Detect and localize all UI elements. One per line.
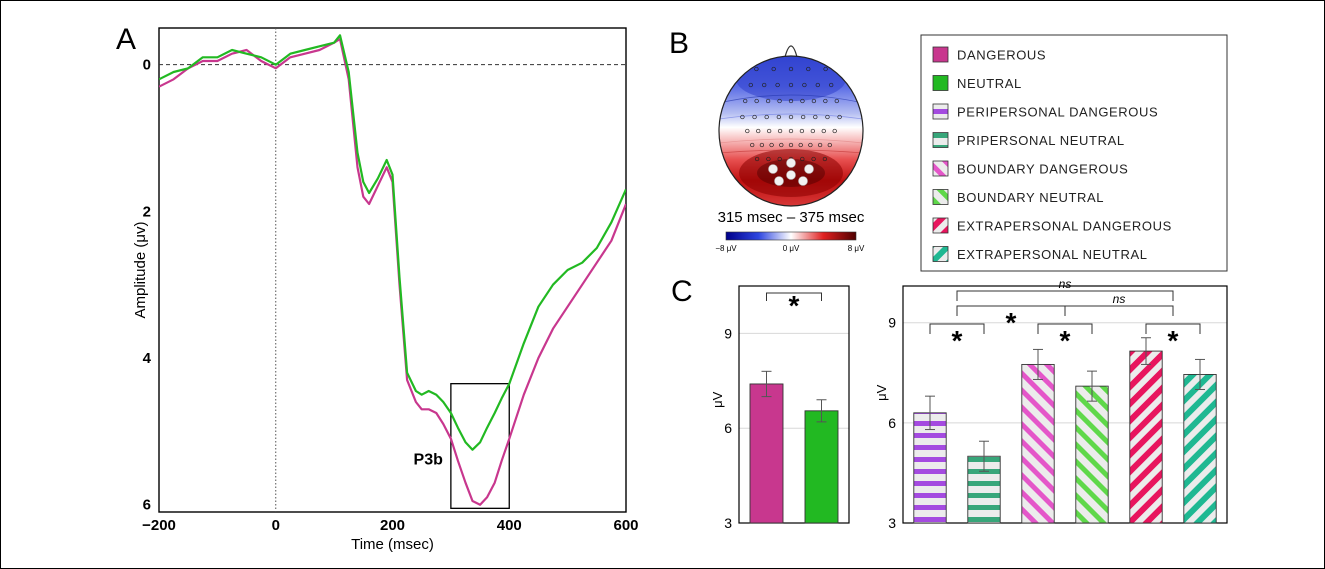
series-line-dangerous (159, 39, 626, 505)
y-tick-label: 6 (143, 497, 151, 514)
highlighted-electrode (787, 171, 796, 180)
bar (1130, 351, 1162, 523)
panel-b: B 315 msec – 375 msec −8 μV (669, 27, 866, 253)
significance-label: * (789, 290, 800, 321)
significance-label: * (952, 325, 963, 356)
significance-label: * (1006, 307, 1017, 338)
legend-label: EXTRAPERSONAL NEUTRAL (957, 247, 1148, 262)
legend-label: BOUNDARY DANGEROUS (957, 162, 1128, 177)
p3b-label: P3b (414, 451, 444, 468)
legend-swatch (933, 76, 948, 91)
legend-swatch (933, 161, 948, 176)
significance-bracket (1065, 306, 1173, 316)
y-tick-label: 3 (888, 515, 896, 531)
bar (1184, 374, 1216, 523)
y-tick-label: 4 (143, 350, 152, 367)
panel-a: A −200 0 200 400 600 2 4 6 0 Time (msec) Amplitude… (116, 23, 639, 553)
legend-swatch (933, 190, 948, 205)
x-tick-label: 400 (497, 517, 522, 534)
legend-swatch (933, 47, 948, 62)
y-axis-label: μV (874, 384, 889, 400)
erp-chart: −200 0 200 400 600 2 4 6 0 Time (msec) Amplitude (… (132, 28, 639, 553)
topomap-colorbar (726, 232, 856, 240)
highlighted-electrode (787, 159, 796, 168)
legend-label: DANGEROUS (957, 48, 1046, 63)
legend-label: PRIPERSONAL NEUTRAL (957, 133, 1125, 148)
colorbar-tick-max: 8 μV (848, 244, 865, 253)
legend-box (921, 35, 1227, 271)
highlighted-electrode (805, 165, 814, 174)
panel-label-c: C (671, 275, 693, 308)
legend-label: BOUNDARY NEUTRAL (957, 190, 1104, 205)
y-tick-label: 6 (724, 420, 732, 436)
panel-c: C 3 6 9 μV * 3 6 9 μV * * * * ns ns (671, 275, 1227, 531)
x-axis-label: Time (msec) (351, 536, 434, 553)
legend-label: NEUTRAL (957, 76, 1022, 91)
nose-marker (785, 46, 797, 57)
x-tick-label: 200 (380, 517, 405, 534)
y-tick-label: 3 (724, 515, 732, 531)
bar-chart-spatial-conditions: 3 6 9 μV * * * * ns ns (874, 277, 1227, 531)
legend-swatch (933, 218, 948, 233)
legend-swatch (933, 247, 948, 262)
legend-swatch (933, 133, 948, 148)
legend-swatch (933, 104, 948, 119)
zero-label: 0 (143, 57, 151, 74)
bar (750, 384, 783, 523)
significance-label: ns (1113, 292, 1126, 306)
plot-frame (903, 286, 1227, 523)
bar-chart-main-effect: 3 6 9 μV * (710, 286, 849, 531)
series-line-neutral (159, 35, 626, 449)
legend-label: PERIPERSONAL DANGEROUS (957, 105, 1158, 120)
x-tick-label: 0 (272, 517, 280, 534)
highlighted-electrode (799, 177, 808, 186)
significance-bracket (957, 291, 1173, 301)
y-tick-label: 2 (143, 203, 151, 220)
colorbar-tick-zero: 0 μV (783, 244, 800, 253)
y-tick-label: 9 (724, 325, 732, 341)
colorbar-tick-min: −8 μV (715, 244, 737, 253)
x-tick-label: −200 (142, 517, 176, 534)
series-group (159, 35, 626, 504)
y-axis-label: μV (710, 391, 725, 407)
significance-label: * (1168, 325, 1179, 356)
y-tick-label: 9 (888, 315, 896, 331)
topomap-time-window: 315 msec – 375 msec (718, 209, 865, 226)
plot-frame (159, 28, 626, 512)
y-tick-label: 6 (888, 415, 896, 431)
significance-label: ns (1059, 277, 1072, 291)
significance-label: * (1060, 325, 1071, 356)
bar (1022, 364, 1054, 523)
bar (1076, 386, 1108, 523)
legend-label: EXTRAPERSONAL DANGEROUS (957, 219, 1172, 234)
legend: DANGEROUS NEUTRAL PERIPERSONAL DANGEROUS PR… (921, 35, 1227, 271)
highlighted-electrode (775, 177, 784, 186)
panel-label-a: A (116, 23, 136, 56)
topographic-map (716, 46, 866, 208)
y-axis-label: Amplitude (μv) (132, 221, 149, 318)
bar (805, 411, 838, 523)
highlighted-electrode (769, 165, 778, 174)
panel-label-b: B (669, 27, 689, 60)
x-tick-label: 600 (613, 517, 638, 534)
